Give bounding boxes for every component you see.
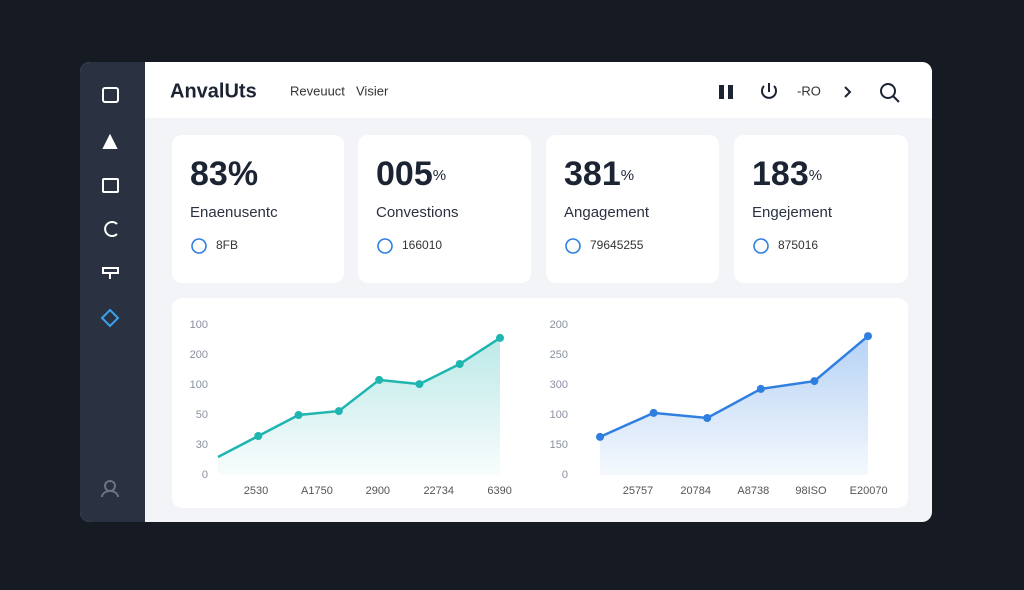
y-tick-label: 200: [190, 349, 208, 361]
point: [455, 360, 464, 368]
icon[interactable]: [880, 83, 896, 99]
line: [217, 336, 501, 459]
stat-icon: [191, 238, 207, 254]
sidebar: [80, 62, 145, 522]
stat-unit: %: [621, 167, 634, 184]
y-tick-label: 0: [202, 469, 208, 481]
y-tick-label: 200: [550, 319, 568, 331]
y-tick-label: 30: [196, 439, 208, 451]
stat-number: 183: [752, 155, 809, 193]
x-tick-label: A1750: [301, 485, 333, 497]
y-tick-label: 300: [550, 379, 568, 391]
icon[interactable]: [104, 221, 118, 237]
point: [649, 408, 658, 417]
stat-icon: [565, 238, 581, 254]
x-tick-label: 25757: [623, 485, 654, 497]
icon[interactable]: [892, 95, 900, 103]
stat-number: 381: [564, 155, 621, 193]
point: [810, 377, 819, 386]
point: [596, 432, 604, 441]
x-tick-label: 2900: [366, 485, 390, 497]
y-tick-label: 150: [550, 439, 568, 451]
nav-item[interactable]: Reveuuct: [290, 83, 345, 98]
x-tick-label: 20784: [680, 485, 711, 497]
icon[interactable]: [102, 267, 119, 279]
stat-sub: 8FB: [216, 238, 238, 252]
stat-icon: [753, 238, 769, 254]
icon[interactable]: [844, 86, 852, 98]
y-tick-label: 50: [196, 409, 208, 421]
point: [703, 414, 712, 422]
stat-value: 183%: [752, 155, 822, 193]
sidebar-icons: [100, 87, 120, 498]
x-tick-label: 2530: [244, 485, 268, 497]
stat-value: 83%: [190, 155, 258, 193]
nav-item[interactable]: Visier: [356, 83, 389, 98]
header-label: -RO: [797, 83, 821, 98]
stat-number: 005: [376, 155, 433, 193]
stat-label: Engejement: [752, 204, 833, 221]
x-tick-label: 22734: [423, 485, 454, 497]
point: [334, 407, 343, 416]
stat-card: [546, 135, 719, 283]
y-tick-label: 100: [190, 379, 208, 391]
stat-value: 005%: [376, 155, 446, 193]
point: [415, 380, 424, 389]
icon[interactable]: [101, 490, 119, 498]
icon[interactable]: [102, 133, 118, 149]
area-fill: [600, 336, 868, 475]
stat-sub: 79645255: [590, 238, 644, 252]
icon[interactable]: [728, 85, 733, 99]
stat-sub: 875016: [778, 238, 818, 252]
stat-card: [172, 135, 344, 283]
point: [756, 384, 765, 393]
header-bar: [145, 62, 932, 118]
app-title: AnvalUts: [170, 80, 257, 102]
icon[interactable]: [100, 308, 120, 328]
point: [864, 332, 872, 341]
x-tick-label: 98ISO: [795, 485, 827, 497]
stat-value: 381%: [564, 155, 634, 193]
icon[interactable]: [102, 87, 119, 103]
stat-unit: %: [433, 167, 446, 184]
point: [254, 432, 263, 440]
stat-card: [734, 135, 908, 283]
icon[interactable]: [102, 178, 119, 193]
stat-card: [358, 135, 531, 283]
area-fill: [218, 337, 500, 475]
stat-label: Enaenusentc: [190, 204, 278, 221]
icon[interactable]: [761, 83, 777, 99]
y-tick-label: 0: [562, 469, 568, 481]
stat-label: Convestions: [376, 204, 459, 221]
x-tick-label: E20070: [850, 485, 888, 497]
y-tick-label: 250: [550, 349, 568, 361]
stat-sub: 166010: [402, 238, 442, 252]
point: [294, 411, 303, 419]
icon[interactable]: [719, 85, 724, 99]
point: [496, 333, 504, 342]
y-tick-label: 100: [190, 319, 208, 331]
stat-icon: [377, 238, 393, 254]
stat-label: Angagement: [564, 204, 650, 221]
x-tick-label: 6390: [487, 485, 511, 497]
y-tick-label: 100: [550, 409, 568, 421]
stat-unit: %: [809, 167, 822, 184]
stat-number: 83%: [190, 155, 258, 193]
line: [599, 335, 869, 439]
x-tick-label: A8738: [737, 485, 769, 497]
point: [375, 375, 384, 384]
